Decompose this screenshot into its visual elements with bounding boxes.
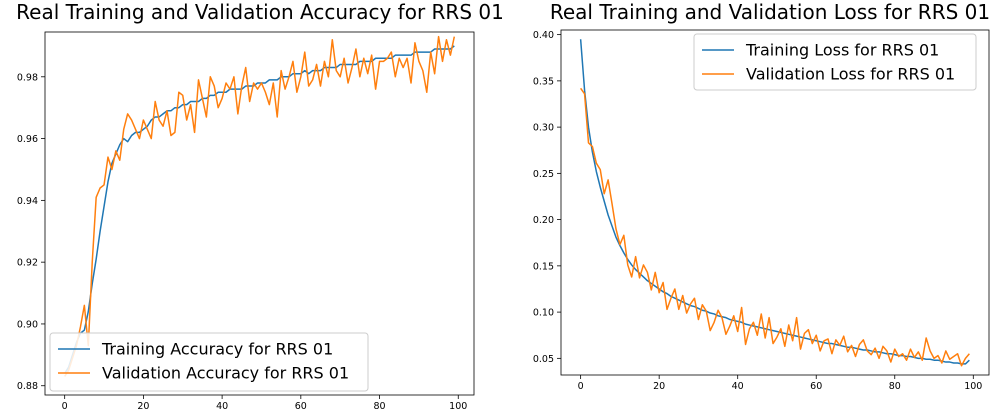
legend: Training Accuracy for RRS 01 Validation A… bbox=[49, 332, 369, 392]
training-series-line bbox=[64, 45, 455, 374]
x-tick-label: 40 bbox=[732, 381, 744, 392]
x-tick-label: 0 bbox=[62, 401, 68, 409]
x-tick-label: 60 bbox=[810, 381, 822, 392]
y-tick-label: 0.98 bbox=[17, 72, 38, 83]
y-tick-label: 0.94 bbox=[17, 196, 38, 207]
y-tick-label: 0.92 bbox=[17, 258, 38, 269]
loss-chart: Real Training and Validation Loss for RR… bbox=[533, 0, 990, 392]
validation-series-line bbox=[580, 87, 970, 367]
chart-title: Real Training and Validation Loss for RR… bbox=[550, 0, 990, 24]
x-tick-label: 20 bbox=[653, 381, 665, 392]
y-tick-label: 0.30 bbox=[533, 123, 554, 134]
x-tick-label: 20 bbox=[137, 401, 149, 409]
legend-box bbox=[693, 33, 977, 91]
y-tick-label: 0.96 bbox=[17, 134, 38, 145]
axes-frame bbox=[44, 31, 475, 396]
x-tick-label: 80 bbox=[889, 381, 901, 392]
training-legend-label: Training Accuracy for RRS 01 bbox=[101, 340, 333, 359]
validation-series-line bbox=[64, 35, 456, 377]
y-tick-label: 0.20 bbox=[533, 215, 554, 226]
y-tick-label: 0.35 bbox=[533, 76, 554, 87]
validation-legend-label: Validation Accuracy for RRS 01 bbox=[102, 364, 349, 383]
axes-frame bbox=[560, 29, 990, 376]
x-tick-label: 60 bbox=[295, 401, 307, 409]
legend: Training Loss for RRS 01 Validation Loss … bbox=[693, 33, 977, 91]
legend-box bbox=[49, 332, 369, 392]
y-tick-label: 0.25 bbox=[533, 169, 554, 180]
y-tick-label: 0.15 bbox=[533, 261, 554, 272]
y-tick-label: 0.05 bbox=[533, 354, 554, 365]
y-tick-label: 0.10 bbox=[533, 308, 554, 319]
x-tick-label: 100 bbox=[964, 381, 982, 392]
training-legend-label: Training Loss for RRS 01 bbox=[745, 41, 939, 60]
validation-legend-label: Validation Loss for RRS 01 bbox=[746, 65, 955, 84]
y-tick-label: 0.40 bbox=[533, 30, 554, 41]
x-tick-label: 40 bbox=[216, 401, 228, 409]
x-tick-label: 100 bbox=[449, 401, 467, 409]
y-tick-label: 0.88 bbox=[17, 381, 38, 392]
x-tick-label: 0 bbox=[578, 381, 584, 392]
y-tick-label: 0.90 bbox=[17, 319, 38, 330]
x-tick-label: 80 bbox=[373, 401, 385, 409]
accuracy-chart: Real Training and Validation Accuracy fo… bbox=[16, 0, 504, 409]
chart-title: Real Training and Validation Accuracy fo… bbox=[16, 0, 504, 24]
